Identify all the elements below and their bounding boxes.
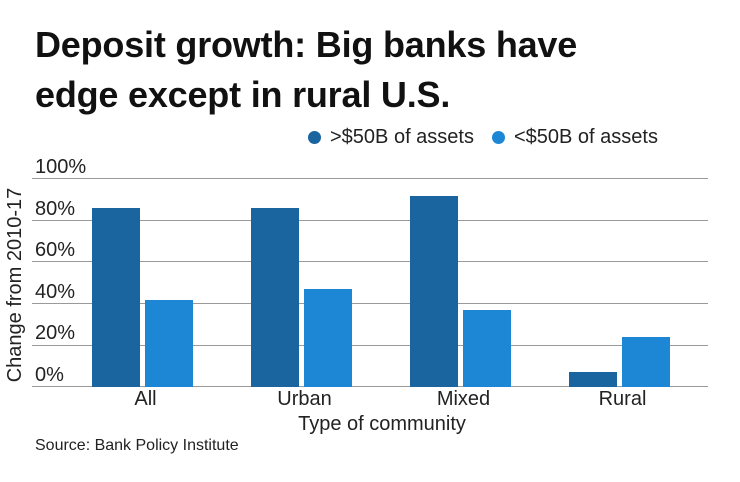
bar-urban-small-banks	[304, 289, 352, 387]
x-axis-baseline	[32, 386, 708, 388]
y-tick-label: 100%	[35, 156, 87, 178]
chart-title-line-2: edge except in rural U.S.	[35, 74, 451, 115]
y-tick-label: 60%	[35, 239, 76, 262]
bar-rural-small-banks	[622, 337, 670, 387]
chart-title-line-1: Deposit growth: Big banks have	[35, 24, 578, 65]
legend-dot-icon	[491, 130, 505, 144]
y-tick-label: 80%	[35, 197, 76, 220]
source-note: Source: Bank Policy Institute	[35, 437, 239, 454]
bar-urban-large-banks	[251, 208, 299, 387]
bar-all-large-banks	[92, 208, 140, 387]
legend-label: <$50B of assets	[513, 125, 658, 148]
legend-label: >$50B of assets	[330, 125, 474, 148]
gridline	[32, 261, 708, 263]
y-tick-label: 0%	[35, 364, 64, 386]
legend-item-large-banks: >$50B of assets	[308, 126, 474, 149]
bar-all-small-banks	[145, 299, 193, 387]
bar-mixed-large-banks	[410, 195, 458, 387]
y-axis-label: Change from 2010-17	[4, 187, 26, 383]
x-axis-label: Type of community	[298, 413, 466, 435]
gridline	[32, 219, 708, 221]
gridline	[32, 178, 708, 180]
legend-item-small-banks: <$50B of assets	[491, 125, 658, 149]
bar-mixed-small-banks	[463, 310, 511, 387]
x-category-label: Rural	[598, 388, 647, 410]
legend-dot-icon	[308, 130, 321, 144]
gridline	[32, 344, 708, 346]
legend: >$50B of assets <$50B of assets	[308, 125, 658, 149]
gridline	[32, 303, 708, 305]
y-tick-label: 20%	[35, 322, 76, 345]
x-category-label: All	[134, 388, 157, 410]
chart-title: Deposit growth: Big banks have edge exce…	[35, 20, 725, 120]
x-category-label: Mixed	[436, 388, 491, 410]
y-tick-label: 40%	[35, 280, 76, 303]
x-category-label: Urban	[277, 388, 332, 410]
bar-rural-large-banks	[569, 372, 617, 387]
